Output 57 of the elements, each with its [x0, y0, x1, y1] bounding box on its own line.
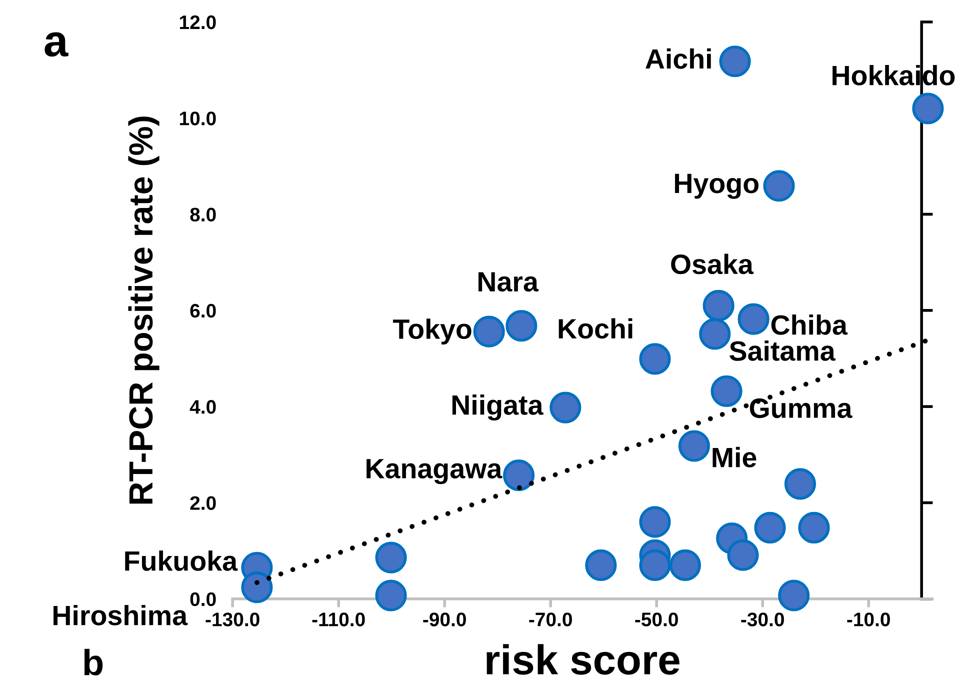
point — [763, 170, 795, 202]
x-tick-label: -90.0 — [423, 612, 466, 626]
x-tick-label: -70.0 — [529, 612, 572, 626]
annotation: Aichi — [646, 48, 711, 69]
annotation: Tokyo — [392, 318, 472, 345]
point — [506, 310, 538, 342]
annotation: Mie — [712, 446, 756, 468]
point — [550, 392, 582, 424]
point — [678, 430, 710, 462]
annotation: Saitama — [730, 340, 836, 361]
point — [798, 512, 830, 544]
point — [710, 375, 742, 407]
point — [473, 316, 505, 348]
point — [912, 92, 944, 124]
y-tick-label: 0.0 — [190, 592, 216, 606]
x-tick-label: -30.0 — [741, 612, 784, 626]
point — [502, 460, 535, 492]
point — [738, 303, 770, 335]
y-tick-label: 10.0 — [180, 112, 216, 126]
y-tick-label: 6.0 — [190, 304, 216, 318]
point — [699, 318, 731, 350]
text: b — [84, 648, 103, 676]
point — [784, 468, 816, 500]
point — [727, 539, 759, 571]
annotation: Hiroshima — [54, 604, 188, 626]
annotation: Niigata — [452, 394, 544, 421]
text: a — [44, 32, 68, 57]
x-tick-label: -130.0 — [206, 612, 260, 626]
x-tick-label: -110.0 — [312, 612, 365, 626]
annotation: Chiba — [771, 314, 848, 335]
point — [702, 290, 734, 322]
annotation: Kochi — [558, 318, 632, 339]
annotation: Kanagawa — [366, 459, 502, 484]
annotation: Hyogo — [675, 174, 758, 199]
annotation: Gumma — [750, 398, 852, 418]
x-axis-title: risk score — [486, 644, 680, 675]
point — [241, 572, 273, 604]
point — [585, 549, 617, 582]
point — [375, 580, 407, 612]
point — [639, 549, 671, 582]
annotation: Nara — [478, 272, 539, 292]
x-tick-label: -10.0 — [847, 612, 890, 626]
annotation: Fukuoka — [125, 550, 238, 571]
y-tick-label: 8.0 — [190, 208, 216, 222]
x-tick-label: -50.0 — [635, 612, 678, 626]
annotation: Osaka — [671, 254, 754, 274]
point — [639, 506, 671, 538]
y-axis-title: RT-PCR positive rate (%) — [128, 116, 160, 504]
y-tick-label: 4.0 — [190, 400, 216, 414]
y-tick-label: 12.0 — [180, 15, 216, 30]
point — [778, 580, 810, 612]
point — [639, 343, 671, 375]
point — [669, 549, 701, 582]
point — [719, 46, 751, 78]
point — [375, 542, 407, 574]
point — [754, 512, 786, 544]
y-tick-label: 2.0 — [190, 496, 216, 510]
